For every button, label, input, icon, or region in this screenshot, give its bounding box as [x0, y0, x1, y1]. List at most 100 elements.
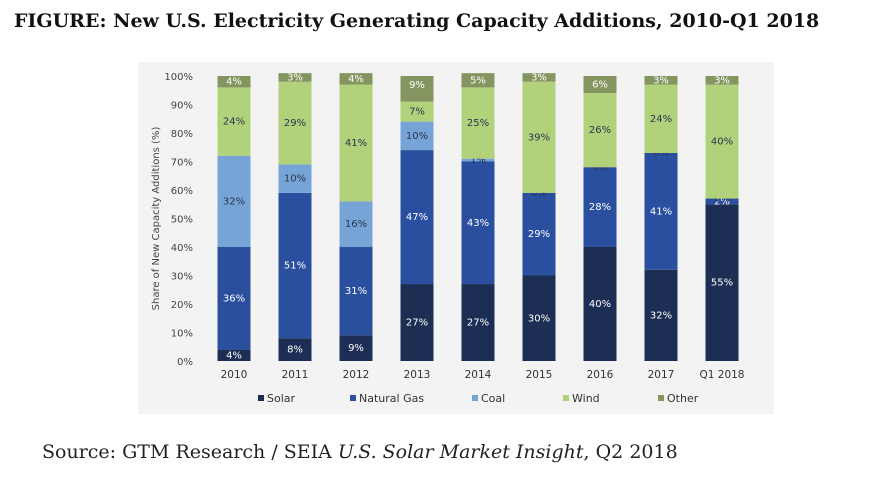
data-label: 4%: [226, 350, 242, 361]
bar-segment-other: [705, 76, 739, 85]
y-tick-label: 70%: [171, 158, 193, 169]
chart-container: Share of New Capacity Additions (%) 0% 10%…: [138, 62, 774, 414]
data-label: 4%: [348, 74, 364, 85]
bar-segment-solar: [583, 247, 617, 361]
legend-swatch-other: [658, 395, 664, 401]
bar-segment-solar: [644, 269, 678, 361]
bar-segment-natural-gas: [583, 167, 617, 247]
bar-segment-solar: [705, 204, 739, 361]
data-label: 51%: [284, 261, 306, 272]
x-tick-label: 2017: [648, 369, 675, 381]
source-line: Source: GTM Research / SEIA U.S. Solar M…: [42, 441, 678, 463]
bar-segment-natural-gas: [217, 247, 251, 350]
bar-segment-other: [400, 76, 434, 102]
data-label: 1%: [470, 155, 486, 166]
data-label: 41%: [650, 206, 672, 217]
legend-swatch-coal: [472, 395, 478, 401]
data-label: 40%: [711, 137, 733, 148]
data-label: 9%: [348, 343, 364, 354]
data-label: 47%: [406, 212, 428, 223]
bar-segment-natural-gas: [644, 152, 678, 270]
data-label: 5%: [470, 75, 486, 86]
y-tick-label: 90%: [171, 101, 193, 112]
bar-segment-other: [217, 76, 251, 88]
data-label: 27%: [406, 318, 428, 329]
bar-segment-solar: [278, 338, 312, 361]
data-label: 7%: [409, 107, 425, 118]
legend-label: Solar: [267, 392, 296, 405]
bar-segment-other: [461, 73, 495, 88]
bar-segment-wind: [400, 101, 434, 122]
bar-segment-wind: [339, 84, 373, 202]
bar-segment-solar: [339, 335, 373, 361]
bar-segment-other: [644, 76, 678, 85]
data-label: 55%: [711, 278, 733, 289]
data-label: 29%: [528, 229, 550, 240]
data-label: 4%: [226, 77, 242, 88]
data-label: 43%: [467, 218, 489, 229]
legend-label: Other: [667, 392, 699, 405]
bar-segment-natural-gas: [705, 198, 739, 205]
y-tick-label: 50%: [171, 215, 193, 226]
source-prefix: Source: GTM Research / SEIA: [42, 441, 338, 463]
bar-segment-solar: [400, 284, 434, 361]
data-label: 39%: [528, 132, 550, 143]
bar-segment-other: [522, 73, 556, 82]
bar-segment-coal: [217, 155, 251, 247]
bar-segment-coal: [400, 121, 434, 151]
bar-segment-wind: [644, 84, 678, 153]
data-label: 10%: [284, 174, 306, 185]
data-label: 2%: [714, 196, 730, 207]
data-label: 3%: [531, 72, 547, 83]
source-suffix: , Q2 2018: [583, 441, 678, 463]
bar-segment-coal: [339, 201, 373, 247]
y-tick-label: 60%: [171, 186, 193, 197]
data-label: 9%: [409, 80, 425, 91]
data-label: 8%: [287, 345, 303, 356]
stacked-bar-chart: Share of New Capacity Additions (%) 0% 10%…: [151, 72, 745, 405]
y-tick-label: 100%: [164, 72, 193, 83]
x-tick-label: Q1 2018: [699, 369, 744, 381]
y-tick-label: 0%: [177, 357, 193, 368]
bar-segment-natural-gas: [339, 247, 373, 336]
legend-label: Wind: [572, 392, 600, 405]
data-label: 3%: [653, 75, 669, 86]
bar-segment-wind: [217, 87, 251, 156]
data-label: 0%: [531, 188, 547, 199]
y-tick-label: 20%: [171, 300, 193, 311]
data-label: 3%: [287, 72, 303, 83]
bar-segment-natural-gas: [522, 192, 556, 276]
data-label: 0%: [714, 194, 730, 205]
bar-segment-other: [278, 73, 312, 82]
bar-segment-other: [339, 73, 373, 85]
bar-segment-coal: [278, 164, 312, 193]
x-tick-label: 2016: [587, 369, 614, 381]
data-label: 32%: [223, 196, 245, 207]
data-label: 24%: [223, 117, 245, 128]
bar-segment-wind: [278, 81, 312, 165]
x-tick-label: 2010: [221, 369, 248, 381]
data-label: 30%: [528, 313, 550, 324]
legend-swatch-natural-gas: [350, 395, 356, 401]
legend-swatch-wind: [563, 395, 569, 401]
y-tick-label: 30%: [171, 272, 193, 283]
data-label: 32%: [650, 310, 672, 321]
x-tick-label: 2013: [404, 369, 431, 381]
bar-segment-solar: [461, 284, 495, 361]
bar-segment-solar: [522, 275, 556, 361]
bar-segment-solar: [217, 349, 251, 361]
y-axis-label: Share of New Capacity Additions (%): [151, 127, 162, 311]
bar-segment-other: [583, 76, 617, 94]
data-label: 24%: [650, 114, 672, 125]
legend-swatch-solar: [258, 395, 264, 401]
y-tick-label: 40%: [171, 243, 193, 254]
y-tick-label: 10%: [171, 329, 193, 340]
data-label: 29%: [284, 118, 306, 129]
data-label: 36%: [223, 293, 245, 304]
bar-segment-wind: [583, 93, 617, 168]
source-publication: U.S. Solar Market Insight: [337, 441, 584, 463]
data-label: 16%: [345, 219, 367, 230]
bar-segment-wind: [461, 87, 495, 159]
x-tick-label: 2015: [526, 369, 553, 381]
data-label: 6%: [592, 80, 608, 91]
